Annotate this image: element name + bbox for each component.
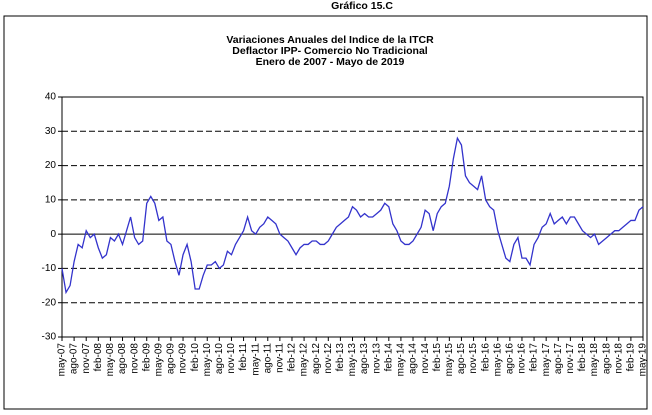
x-tick-label: may-09 xyxy=(153,343,164,377)
x-tick-label: ago-09 xyxy=(166,343,177,375)
x-tick-label: feb-16 xyxy=(480,343,491,372)
y-tick-label: 40 xyxy=(45,92,57,103)
y-tick-label: 20 xyxy=(45,160,57,171)
x-tick-label: nov-15 xyxy=(468,343,479,374)
x-tick-label: ago-14 xyxy=(408,343,419,375)
x-tick-label: may-15 xyxy=(444,343,455,377)
x-tick-label: nov-12 xyxy=(323,343,334,374)
x-tick-label: ago-10 xyxy=(214,343,225,375)
y-tick-label: -20 xyxy=(42,297,57,308)
x-tick-label: feb-09 xyxy=(141,343,152,372)
x-tick-label: nov-08 xyxy=(129,343,140,374)
x-tick-label: ago-18 xyxy=(601,343,612,375)
y-tick-label: 10 xyxy=(45,194,57,205)
y-tick-label: 0 xyxy=(50,229,56,240)
x-tick-label: may-16 xyxy=(492,343,503,377)
header: Gráfico 15.C xyxy=(331,0,393,12)
x-tick-label: ago-12 xyxy=(311,343,322,375)
x-tick-label: may-13 xyxy=(347,343,358,377)
x-tick-label: nov-10 xyxy=(226,343,237,374)
x-tick-label: may-08 xyxy=(105,343,116,377)
x-tick-label: feb-18 xyxy=(577,343,588,372)
chart-frame xyxy=(3,15,648,410)
x-tick-label: ago-17 xyxy=(553,343,564,375)
x-tick-label: nov-13 xyxy=(371,343,382,374)
x-tick-label: feb-10 xyxy=(190,343,201,372)
x-tick-label: ago-15 xyxy=(456,343,467,375)
x-tick-label: feb-17 xyxy=(529,343,540,372)
x-tick-label: nov-18 xyxy=(613,343,624,374)
x-tick-label: may-10 xyxy=(202,343,213,377)
x-tick-label: feb-08 xyxy=(93,343,104,372)
x-tick-label: ago-11 xyxy=(262,343,273,374)
x-tick-label: nov-11 xyxy=(275,343,286,373)
x-tick-label: nov-17 xyxy=(565,343,576,374)
x-tick-label: nov-16 xyxy=(517,343,528,374)
y-tick-label: -30 xyxy=(42,332,57,343)
chart-title: Deflactor IPP- Comercio No Tradicional xyxy=(232,45,428,57)
x-tick-label: may-19 xyxy=(638,343,649,377)
x-tick-label: ago-07 xyxy=(69,343,80,375)
x-tick-label: nov-09 xyxy=(178,343,189,374)
x-tick-label: may-12 xyxy=(299,343,310,377)
x-tick-label: feb-15 xyxy=(432,343,443,372)
x-tick-label: nov-07 xyxy=(81,343,92,374)
x-tick-label: may-18 xyxy=(589,343,600,377)
x-tick-label: may-07 xyxy=(57,343,68,377)
y-tick-label: 30 xyxy=(45,126,57,137)
series-line xyxy=(61,136,644,295)
x-tick-label: ago-08 xyxy=(117,343,128,375)
x-tick-label: may-17 xyxy=(541,343,552,377)
x-tick-label: nov-14 xyxy=(420,343,431,374)
x-tick-label: may-11 xyxy=(250,343,261,376)
chart-title: Variaciones Anuales del Indice de la ITC… xyxy=(226,34,434,46)
y-tick-label: -10 xyxy=(42,263,57,274)
x-tick-label: feb-14 xyxy=(383,343,394,372)
x-tick-label: ago-16 xyxy=(504,343,515,375)
x-tick-label: may-14 xyxy=(396,343,407,377)
x-tick-label: feb-12 xyxy=(287,343,298,372)
x-tick-label: feb-11 xyxy=(238,343,249,371)
x-tick-label: ago-13 xyxy=(359,343,370,375)
x-tick-label: feb-13 xyxy=(335,343,346,372)
x-tick-label: feb-19 xyxy=(626,343,637,372)
chart-title: Enero de 2007 - Mayo de 2019 xyxy=(256,56,405,68)
